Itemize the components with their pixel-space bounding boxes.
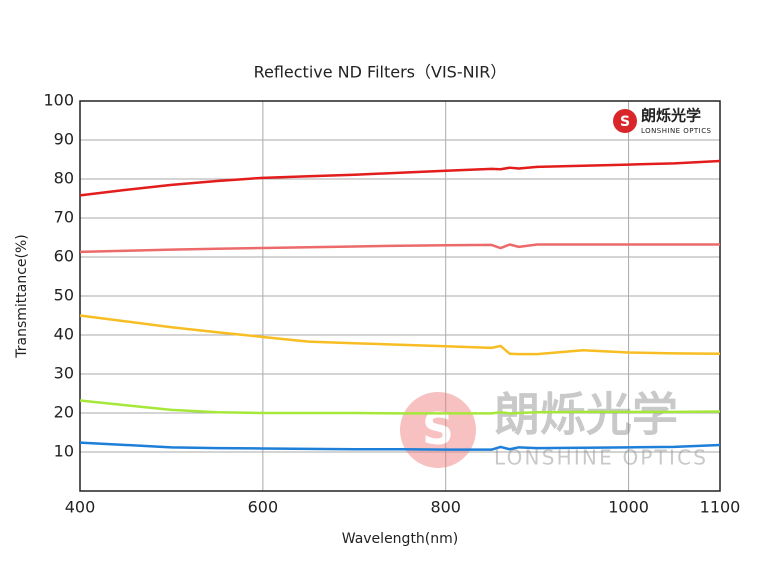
y-tick-label: 90: [54, 130, 74, 149]
series-line: [79, 399, 721, 415]
logo: S 朗烁光学 LONSHINE OPTICS: [613, 107, 712, 135]
series-line: [79, 159, 721, 197]
x-tick-label: 800: [430, 498, 461, 517]
x-tick-label: 600: [248, 498, 279, 517]
y-tick-label: 40: [54, 325, 74, 344]
watermark-name-en: LONSHINE OPTICS: [494, 446, 706, 470]
y-tick-label: 10: [54, 442, 74, 461]
chart-title: Reflective ND Filters（VIS-NIR）: [254, 63, 507, 82]
series-line: [79, 243, 720, 254]
y-tick-label: 20: [54, 403, 74, 422]
logo-icon: [613, 109, 637, 133]
y-tick-label: 50: [54, 286, 74, 305]
y-tick-label: 100: [43, 91, 74, 110]
logo-name-en: LONSHINE OPTICS: [641, 127, 712, 135]
watermark: S 朗烁光学 LONSHINE OPTICS: [400, 388, 706, 470]
y-tick-label: 60: [54, 247, 74, 266]
x-tick-label: 1100: [700, 498, 741, 517]
y-tick-label: 80: [54, 169, 74, 188]
logo-icon-letter: S: [620, 114, 630, 130]
watermark-icon-letter: S: [422, 404, 454, 455]
series-line: [79, 314, 721, 356]
x-tick-label: 400: [65, 498, 96, 517]
series-line: [79, 441, 721, 451]
x-tick-label: 1000: [608, 498, 649, 517]
y-tick-label: 30: [54, 364, 74, 383]
logo-name: 朗烁光学: [641, 107, 701, 125]
plot-frame: [79, 100, 721, 492]
y-axis-label: Transmittance(%): [14, 234, 30, 359]
watermark-name: 朗烁光学: [494, 388, 678, 442]
y-tick-label: 70: [54, 208, 74, 227]
x-axis-label: Wavelength(nm): [342, 531, 458, 547]
